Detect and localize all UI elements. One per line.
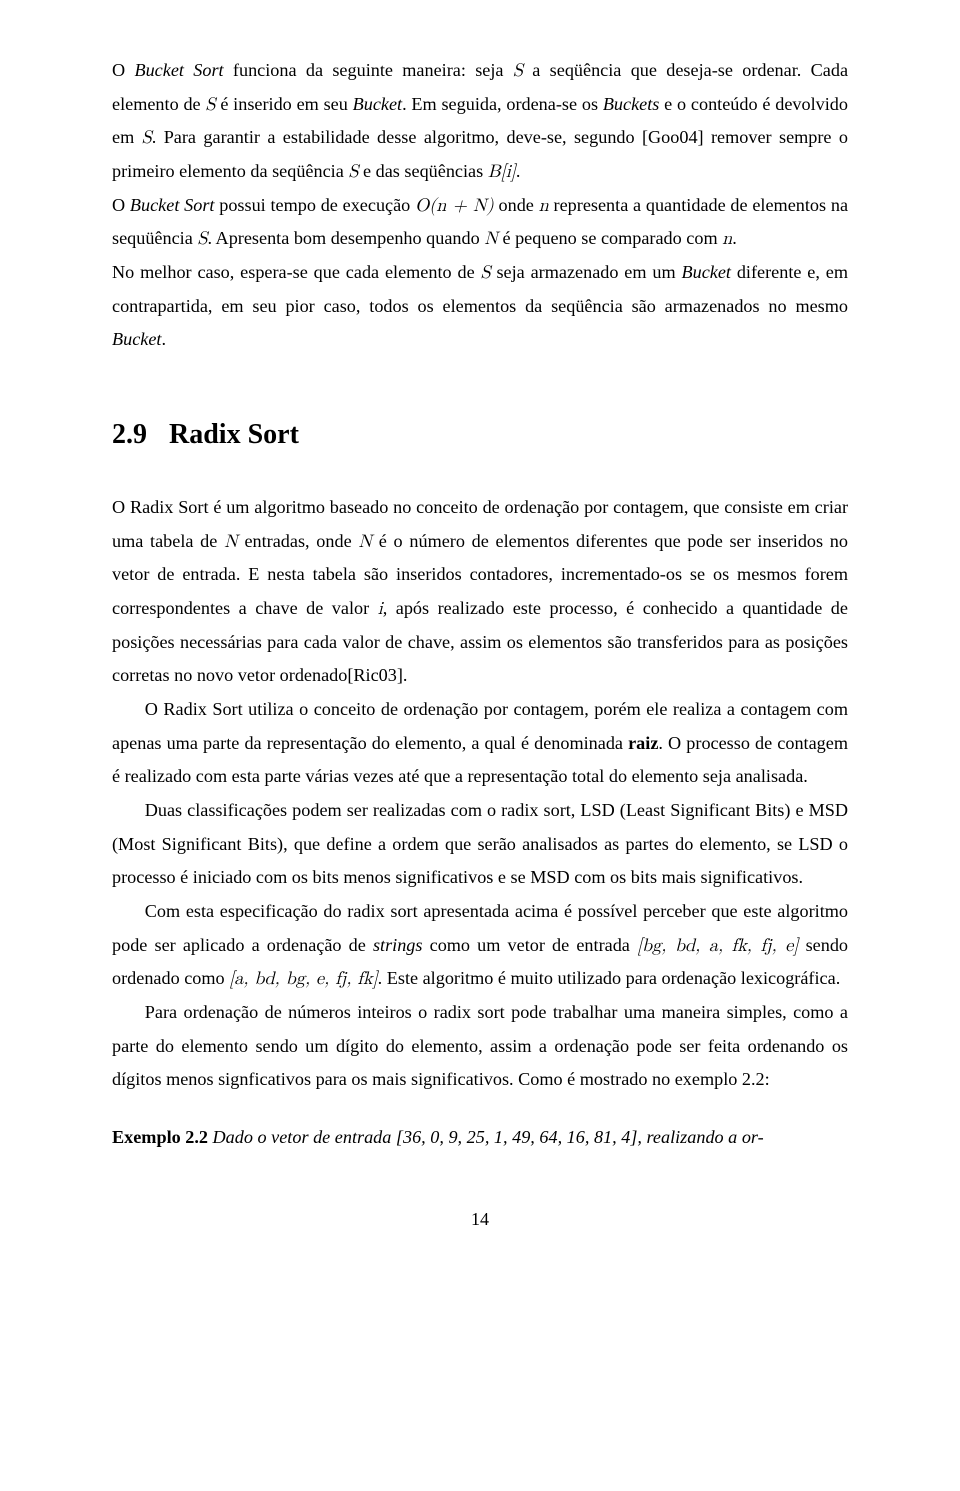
- var-s: S: [481, 263, 491, 282]
- text: O: [112, 195, 130, 215]
- var-big-n: N: [224, 532, 238, 551]
- radix-paragraph-2: O Radix Sort utiliza o conceito de orden…: [112, 693, 848, 794]
- text: .: [161, 329, 166, 349]
- var-s: S: [197, 229, 207, 248]
- example-label: Exemplo 2.2: [112, 1127, 208, 1147]
- example-vector: [36, 0, 9, 25, 1, 49, 64, 16, 81, 4]: [396, 1127, 638, 1147]
- term-bucket-sort: Bucket Sort: [130, 195, 215, 215]
- text: funciona da seguinte maneira: seja: [224, 60, 513, 80]
- term-raiz: raiz: [628, 733, 658, 753]
- bucket-paragraph-2: O Bucket Sort possui tempo de execução O…: [112, 189, 848, 256]
- text: como um vetor de entrada: [422, 935, 637, 955]
- text: possui tempo de execução: [214, 195, 415, 215]
- radix-paragraph-4: Com esta especificação do radix sort apr…: [112, 895, 848, 996]
- math-complexity: O(n + N): [415, 196, 494, 215]
- text: e das seqüências: [358, 161, 487, 181]
- var-big-n: N: [358, 532, 372, 551]
- example-text: , realizando a or-: [637, 1127, 763, 1147]
- var-n: n: [722, 229, 732, 248]
- text: onde: [494, 195, 539, 215]
- var-s: S: [513, 61, 523, 80]
- text: .: [732, 228, 737, 248]
- var-s: S: [142, 128, 152, 147]
- vector-input: [bg, bd, a, fk, fj, e]: [637, 936, 798, 955]
- bucket-paragraph-1: O Bucket Sort funciona da seguinte manei…: [112, 54, 848, 189]
- text: entradas, onde: [238, 531, 359, 551]
- var-s: S: [348, 162, 358, 181]
- text: é pequeno se comparado com: [498, 228, 722, 248]
- text: Duas classificações podem ser realizadas…: [112, 800, 848, 887]
- term-bucket-sort: Bucket Sort: [134, 60, 223, 80]
- text: . Este algoritmo é muito utilizado para …: [378, 968, 841, 988]
- bucket-paragraph-3: No melhor caso, espera-se que cada eleme…: [112, 256, 848, 357]
- text: seja armazenado em um: [491, 262, 682, 282]
- text: . Em seguida, ordena-se os: [402, 94, 603, 114]
- term-bucket: Bucket: [353, 94, 402, 114]
- term-bucket: Bucket: [112, 329, 161, 349]
- term-bucket: Bucket: [681, 262, 730, 282]
- text: No melhor caso, espera-se que cada eleme…: [112, 262, 481, 282]
- var-bi: B[i]: [488, 162, 516, 181]
- example-paragraph: Exemplo 2.2 Dado o vetor de entrada [36,…: [112, 1121, 848, 1155]
- term-strings: strings: [373, 935, 423, 955]
- text: .: [516, 161, 521, 181]
- radix-paragraph-5: Para ordenação de números inteiros o rad…: [112, 996, 848, 1097]
- section-number: 2.9: [112, 409, 147, 461]
- text: . Apresenta bom desempenho quando: [207, 228, 484, 248]
- radix-paragraph-1: O Radix Sort é um algoritmo baseado no c…: [112, 491, 848, 693]
- term-buckets: Buckets: [603, 94, 660, 114]
- vector-sorted: [a, bd, bg, e, fj, fk]: [229, 969, 377, 988]
- text: O: [112, 60, 134, 80]
- text: é inserido em seu: [216, 94, 353, 114]
- var-s: S: [205, 95, 215, 114]
- section-heading: 2.9 Radix Sort: [112, 409, 848, 461]
- text: Para ordenação de números inteiros o rad…: [112, 1002, 848, 1089]
- var-n: n: [539, 196, 549, 215]
- var-big-n: N: [484, 229, 498, 248]
- radix-paragraph-3: Duas classificações podem ser realizadas…: [112, 794, 848, 895]
- example-text: Dado o vetor de entrada: [208, 1127, 396, 1147]
- page-number: 14: [112, 1203, 848, 1236]
- section-title: Radix Sort: [169, 409, 299, 461]
